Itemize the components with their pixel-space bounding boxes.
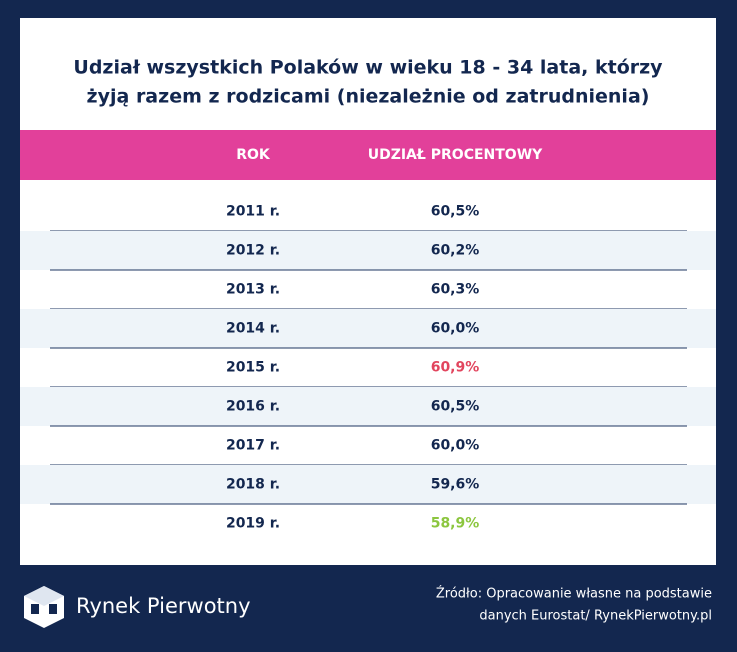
value-cell: 60,0%	[431, 321, 480, 337]
header-bar	[20, 130, 716, 180]
value-cell: 60,2%	[431, 243, 480, 259]
brand: Rynek Pierwotny	[76, 594, 251, 618]
value-cell: 58,9%	[431, 516, 480, 532]
value-cell: 60,5%	[431, 399, 480, 415]
year-cell: 2014 r.	[226, 321, 280, 337]
year-cell: 2015 r.	[226, 360, 280, 376]
header-cell: UDZIAŁ PROCENTOWY	[368, 147, 543, 163]
value-cell: 60,3%	[431, 282, 480, 298]
row-background	[20, 465, 716, 504]
year-cell: 2012 r.	[226, 243, 280, 259]
row-background	[20, 387, 716, 426]
value-cell: 60,9%	[431, 360, 480, 376]
title-line: żyją razem z rodzicami (niezależnie od z…	[87, 86, 650, 108]
source-line: Źródło: Opracowanie własne na podstawie	[436, 586, 712, 602]
year-cell: 2017 r.	[226, 438, 280, 454]
year-cell: 2013 r.	[226, 282, 280, 298]
value-cell: 59,6%	[431, 477, 480, 493]
table-body: 2011 r. 60,5% 2012 r. 60,2% 2013 r. 60,3% 2014…	[20, 204, 716, 532]
logo-icon	[24, 586, 64, 628]
row-background	[20, 309, 716, 348]
year-cell: 2018 r.	[226, 477, 280, 493]
value-cell: 60,5%	[431, 204, 480, 220]
header-cell: ROK	[236, 147, 271, 163]
title-line: Udział wszystkich Polaków w wieku 18 - 3…	[73, 57, 663, 79]
source-line: danych Eurostat/ RynekPierwotny.pl	[479, 609, 712, 624]
row-background	[20, 231, 716, 270]
value-cell: 60,0%	[431, 438, 480, 454]
year-cell: 2016 r.	[226, 399, 280, 415]
year-cell: 2019 r.	[226, 516, 280, 532]
year-cell: 2011 r.	[226, 204, 280, 220]
